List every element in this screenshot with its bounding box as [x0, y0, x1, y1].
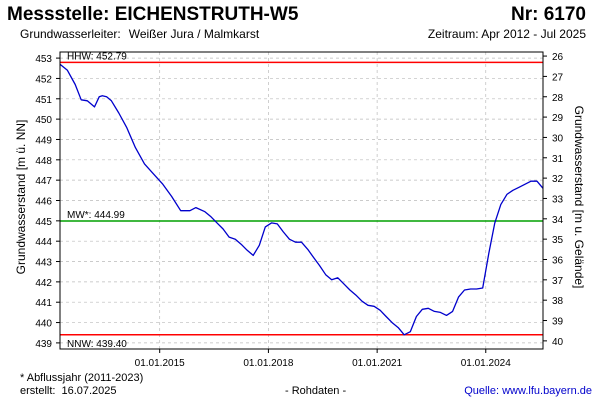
- y2-tick-label: 32: [552, 174, 564, 185]
- reference-lines: HHW: 452.79 MW*: 444.99 NNW: 439.40: [60, 51, 543, 350]
- source-info: Quelle: www.lfu.bayern.de: [464, 385, 592, 397]
- y-axis-label-left: Grundwasserstand [m ü. NN]: [14, 120, 28, 275]
- y2-tick-label: 30: [552, 133, 564, 144]
- aquifer-value: Weißer Jura / Malmkarst: [128, 27, 260, 41]
- y-tick-label: 441: [35, 298, 52, 309]
- y-tick-label: 452: [35, 74, 52, 85]
- y2-tick-label: 38: [552, 296, 564, 307]
- y2-tick-label: 37: [552, 276, 564, 287]
- y-axis-label-right: Grundwasserstand [m u. Gelände]: [572, 106, 586, 289]
- source-label: Quelle:: [464, 385, 500, 397]
- y2-tick-label: 26: [552, 52, 564, 63]
- y-tick-label: 447: [35, 176, 52, 187]
- reference-label: NNW: 439.40: [67, 339, 127, 350]
- x-tick-label: 01.01.2015: [135, 358, 185, 369]
- y2-tick-label: 40: [552, 337, 564, 348]
- period-label: Zeitraum: Apr 2012 - Jul 2025: [427, 27, 586, 41]
- y2-tick-label: 35: [552, 235, 564, 246]
- y-tick-label: 448: [35, 156, 52, 167]
- y-tick-label: 451: [35, 95, 52, 106]
- y-tick-label: 439: [35, 339, 52, 350]
- x-tick-label: 01.01.2018: [243, 358, 293, 369]
- y2-tick-label: 39: [552, 317, 564, 328]
- raw-data-label: - Rohdaten -: [285, 385, 347, 397]
- source-link[interactable]: www.lfu.bayern.de: [502, 385, 592, 397]
- y-tick-label: 444: [35, 237, 52, 248]
- y2-tick-label: 31: [552, 154, 564, 165]
- y2-tick-label: 29: [552, 113, 564, 124]
- x-axis: 01.01.2015 01.01.2018 01.01.2021 01.01.2024: [135, 349, 511, 369]
- y-axis-left: 439 440 441 442 443 444 445 446 447 448 449 450 451 4…: [35, 54, 60, 350]
- reference-label: MW*: 444.99: [67, 210, 125, 221]
- created-info: erstellt: 16.07.2025: [20, 385, 117, 397]
- grid: [60, 52, 543, 349]
- y-axis-right: 26 27 28 29 30 31 32 33 34 35 36 37 38 39 40: [543, 52, 564, 348]
- aquifer-info: Grundwasserleiter: Weißer Jura / Malmkars…: [20, 27, 259, 41]
- y2-tick-label: 36: [552, 255, 564, 266]
- y-tick-label: 443: [35, 258, 52, 269]
- y2-tick-label: 27: [552, 72, 564, 83]
- x-tick-label: 01.01.2021: [352, 358, 402, 369]
- y2-tick-label: 34: [552, 215, 564, 226]
- created-date: 16.07.2025: [61, 385, 117, 397]
- x-tick-label: 01.01.2024: [461, 358, 511, 369]
- y-tick-label: 445: [35, 217, 52, 228]
- footnote: * Abflussjahr (2011-2023): [20, 372, 144, 384]
- y-tick-label: 449: [35, 135, 52, 146]
- created-label: erstellt:: [20, 385, 56, 397]
- y2-tick-label: 33: [552, 194, 564, 205]
- y-tick-label: 440: [35, 319, 52, 330]
- aquifer-label: Grundwasserleiter:: [20, 27, 121, 41]
- series-layer: [59, 63, 544, 336]
- y2-tick-label: 28: [552, 93, 564, 104]
- chart-title: Messstelle: EICHENSTRUTH-W5: [7, 4, 299, 25]
- y-tick-label: 446: [35, 197, 52, 208]
- y-tick-label: 453: [35, 54, 52, 65]
- series-line: [59, 63, 544, 336]
- y-tick-label: 450: [35, 115, 52, 126]
- station-number: Nr: 6170: [511, 4, 586, 25]
- y-tick-label: 442: [35, 278, 52, 289]
- reference-label: HHW: 452.79: [67, 51, 127, 62]
